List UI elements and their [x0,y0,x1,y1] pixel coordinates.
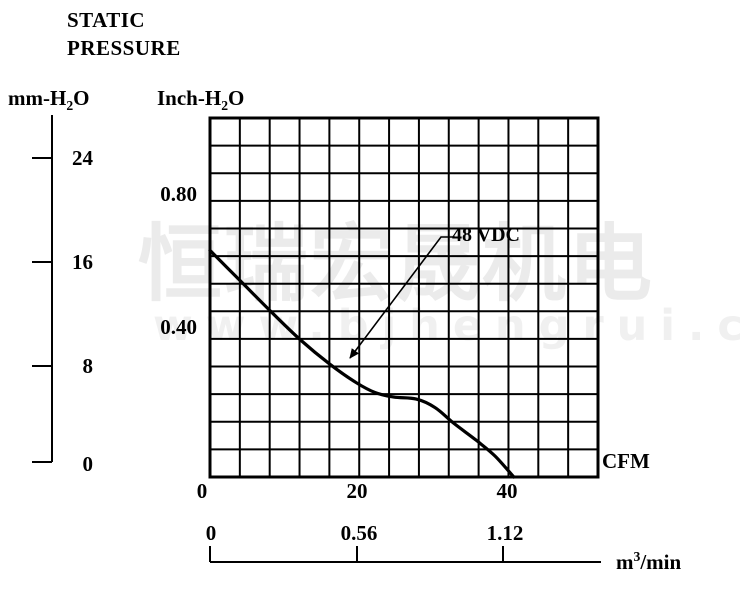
chart-title-line1: STATIC [67,8,146,32]
x2-tick-label-112: 1.12 [486,521,524,545]
y-axis-inner-unit-text: Inch-H [157,86,222,110]
annotation-arrow [349,236,455,359]
y-tick-label-8: 8 [82,354,94,378]
y-inner-tick-label-080: 0.80 [160,182,197,206]
chart-title-line2: PRESSURE [67,36,181,60]
x2-axis-unit-text2: /min [640,550,682,574]
x-tick-label-20: 20 [346,479,368,503]
y-axis-inner-unit-text2: O [228,86,245,110]
x2-axis-unit-sup: 3 [633,549,641,564]
x-tick-label-40: 40 [496,479,518,503]
left-scale-axis [32,115,53,463]
y-tick-label-0: 0 [82,452,94,476]
y-tick-label-16: 16 [72,250,93,274]
x-axis-unit: CFM [602,449,650,473]
x2-tick-label-0: 0 [205,521,217,545]
y-tick-label-24: 24 [72,146,93,170]
grid [210,118,598,477]
chart-title: STATIC PRESSURE [67,6,181,62]
y-axis-inner-unit: Inch-H2O [157,87,244,117]
y-axis-left-unit-sub: 2 [66,98,74,114]
fan-curve [208,248,516,479]
secondary-axis [209,546,601,563]
y-axis-left-unit: mm-H2O [8,87,90,117]
y-axis-left-unit-text2: O [73,86,90,110]
x-tick-label-0: 0 [196,479,208,503]
x2-axis-unit: m3/min [616,546,681,573]
plot-border [208,116,600,479]
y-inner-tick-label-040: 0.40 [160,315,197,339]
y-axis-left-unit-text: mm-H [8,86,67,110]
x2-tick-label-056: 0.56 [340,521,378,545]
y-axis-inner-unit-sub: 2 [221,98,229,114]
x2-axis-unit-text: m [616,550,634,574]
series-annotation-label: 48 VDC [452,224,520,246]
